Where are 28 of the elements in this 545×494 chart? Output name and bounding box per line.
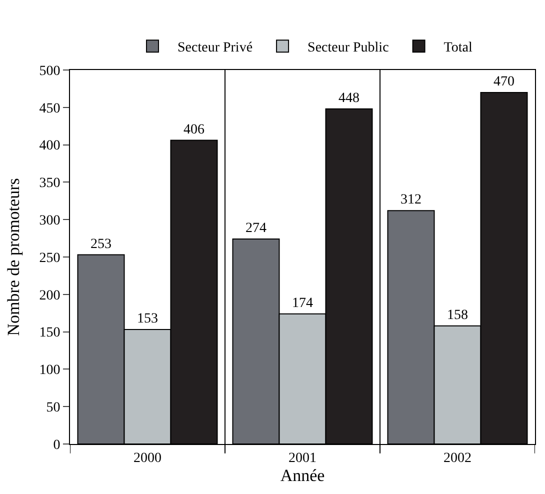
legend-label: Secteur Public [308,40,389,56]
y-tick-label: 400 [39,138,60,154]
y-axis-title: Nombre de promoteurs [4,178,23,336]
y-tick-label: 0 [53,438,60,453]
x-tick-label: 2001 [288,450,316,466]
data-label: 312 [400,192,422,208]
data-label: 174 [292,296,313,311]
legend-label: Secteur Privé [178,40,253,56]
y-tick-label: 250 [39,250,60,266]
data-label: 274 [246,221,266,236]
data-label: 406 [184,122,204,138]
y-tick-label: 150 [39,326,60,341]
data-label: 253 [90,236,112,252]
data-label: 158 [447,308,468,323]
data-label: 448 [338,90,360,106]
y-tick-label: 350 [39,176,60,192]
x-tick-label: 2000 [134,450,162,466]
y-tick-label: 300 [39,214,60,228]
y-tick-label: 100 [39,363,60,378]
x-axis-title: Année [280,466,325,486]
y-tick-label: 450 [39,101,60,116]
x-tick-label: 2002 [444,450,472,466]
data-label: 470 [494,74,514,90]
data-label: 153 [137,312,158,327]
y-tick-label: 200 [39,288,60,304]
legend-label: Total [444,40,472,56]
y-tick-label: 500 [39,64,60,79]
y-tick-label: 50 [46,400,60,416]
